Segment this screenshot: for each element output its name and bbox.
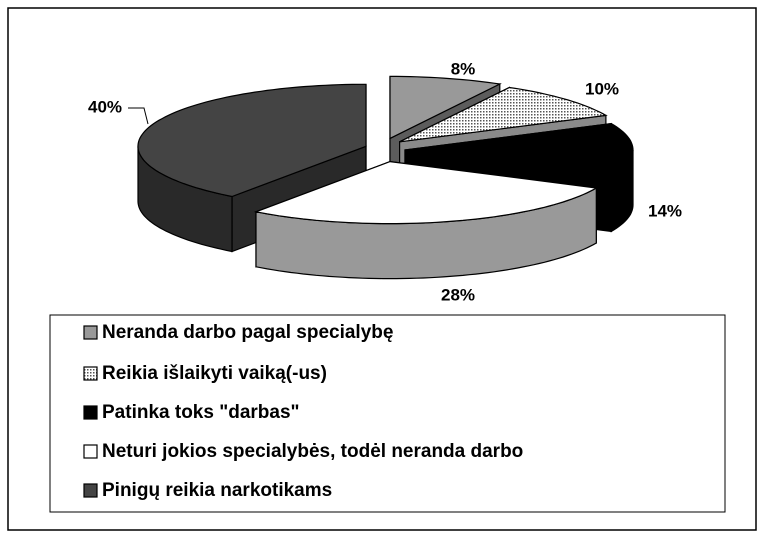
legend-swatch (83, 444, 98, 459)
slice-top (399, 86, 608, 143)
pie-slice (253, 160, 599, 280)
legend-box (49, 314, 726, 513)
legend-label: Neranda darbo pagal specialybę (102, 322, 393, 343)
slice-top (253, 160, 599, 225)
legend-swatch (83, 405, 98, 420)
legend-label: Neturi jokios specialybės, todėl neranda… (102, 441, 523, 462)
value-label: 14% (648, 201, 682, 220)
legend-label: Pinigų reikia narkotikams (102, 480, 332, 501)
legend-swatch (83, 325, 98, 340)
value-label: 40% (88, 97, 122, 116)
leader-line (128, 107, 149, 125)
value-label: 28% (441, 285, 475, 304)
slice-top (389, 75, 502, 140)
legend-label: Reikia išlaikyti vaiką(-us) (102, 363, 327, 384)
legend-swatch (83, 366, 98, 381)
legend-label: Patinka toks "darbas" (102, 402, 300, 423)
slice-top (137, 83, 367, 198)
slice-top (404, 122, 634, 178)
legend-swatch (83, 483, 98, 498)
value-label: 8% (451, 59, 476, 78)
value-label: 10% (585, 79, 619, 98)
